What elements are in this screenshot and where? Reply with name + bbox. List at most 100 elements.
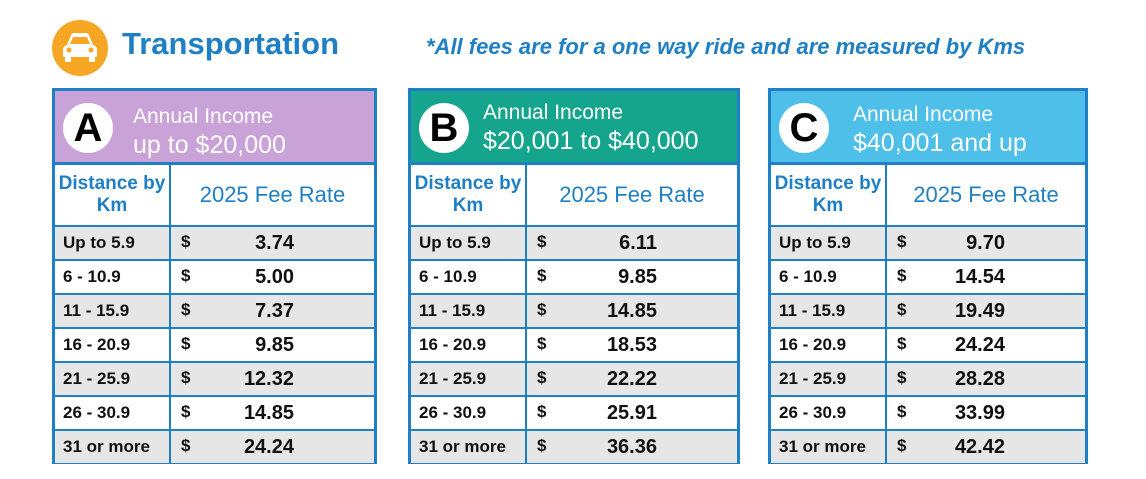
fee-value: 19.49 — [954, 300, 1005, 322]
page-title: Transportation — [122, 26, 340, 61]
fee-value: 18.53 — [606, 334, 657, 356]
fee-cell: $42.42 — [885, 429, 1085, 463]
fee-column-header: 2025 Fee Rate — [525, 165, 737, 227]
distance-cell: 11 - 15.9 — [411, 293, 527, 329]
tier-card-a: A Annual Income up to $20,000 Distance by K… — [52, 88, 377, 464]
distance-cell: 11 - 15.9 — [771, 293, 887, 329]
distance-cell: 26 - 30.9 — [771, 395, 887, 431]
fee-cell: $19.49 — [885, 293, 1085, 329]
table-row: 31 or more $24.24 — [55, 429, 374, 463]
fee-value: 28.28 — [954, 368, 1005, 390]
distance-cell: 16 - 20.9 — [55, 327, 171, 363]
table-row: 26 - 30.9 $14.85 — [55, 395, 374, 431]
table-row: 6 - 10.9 $5.00 — [55, 259, 374, 295]
table-header-row: Distance by Km 2025 Fee Rate — [55, 165, 374, 227]
fee-cell: $24.24 — [169, 429, 374, 463]
fee-cell: $33.99 — [885, 395, 1085, 431]
table-row: 21 - 25.9 $12.32 — [55, 361, 374, 397]
tier-income-label: Annual Income — [853, 103, 994, 126]
fee-value: 6.11 — [619, 232, 657, 254]
fee-column-header: 2025 Fee Rate — [169, 165, 374, 227]
fee-table-b: Distance by Km 2025 Fee Rate Up to 5.9 $6.1… — [411, 165, 737, 463]
currency-symbol: $ — [181, 232, 191, 251]
tier-letter: C — [779, 103, 829, 153]
fee-value: 14.54 — [954, 266, 1005, 288]
currency-symbol: $ — [181, 300, 191, 319]
fee-value: 3.74 — [255, 232, 294, 254]
table-row: 26 - 30.9 $33.99 — [771, 395, 1085, 431]
table-row: 6 - 10.9 $9.85 — [411, 259, 737, 295]
currency-symbol: $ — [897, 232, 907, 251]
tier-card-c: C Annual Income $40,001 and up Distance by … — [768, 88, 1088, 464]
fee-table-c: Distance by Km 2025 Fee Rate Up to 5.9 $9.7… — [771, 165, 1085, 463]
fee-value: 33.99 — [954, 402, 1005, 424]
fee-cell: $28.28 — [885, 361, 1085, 397]
fee-value: 25.91 — [606, 402, 657, 424]
currency-symbol: $ — [537, 436, 547, 455]
currency-symbol: $ — [897, 334, 907, 353]
table-row: Up to 5.9 $3.74 — [55, 225, 374, 261]
distance-cell: 31 or more — [55, 429, 171, 463]
fee-cell: $24.24 — [885, 327, 1085, 363]
table-row: Up to 5.9 $6.11 — [411, 225, 737, 261]
currency-symbol: $ — [181, 368, 191, 387]
fee-cell: $7.37 — [169, 293, 374, 329]
table-row: 6 - 10.9 $14.54 — [771, 259, 1085, 295]
currency-symbol: $ — [537, 300, 547, 319]
tier-income-label: Annual Income — [133, 105, 274, 128]
table-row: Up to 5.9 $9.70 — [771, 225, 1085, 261]
fee-cell: $3.74 — [169, 225, 374, 261]
fee-cell: $5.00 — [169, 259, 374, 295]
distance-cell: 6 - 10.9 — [771, 259, 887, 295]
fee-value: 9.70 — [966, 232, 1005, 254]
table-row: 16 - 20.9 $24.24 — [771, 327, 1085, 363]
currency-symbol: $ — [897, 436, 907, 455]
fee-cell: $12.32 — [169, 361, 374, 397]
fee-value: 14.85 — [243, 402, 294, 424]
distance-cell: 6 - 10.9 — [411, 259, 527, 295]
currency-symbol: $ — [181, 436, 191, 455]
distance-cell: 16 - 20.9 — [411, 327, 527, 363]
currency-symbol: $ — [537, 402, 547, 421]
currency-symbol: $ — [181, 334, 191, 353]
table-row: 11 - 15.9 $7.37 — [55, 293, 374, 329]
fee-table-a: Distance by Km 2025 Fee Rate Up to 5.9 $3.7… — [55, 165, 374, 463]
table-row: 31 or more $42.42 — [771, 429, 1085, 463]
car-icon — [52, 20, 108, 76]
tier-letter: B — [419, 103, 469, 153]
fee-cell: $25.91 — [525, 395, 737, 431]
currency-symbol: $ — [897, 300, 907, 319]
fee-value: 5.00 — [255, 266, 294, 288]
fee-cell: $22.22 — [525, 361, 737, 397]
table-row: 31 or more $36.36 — [411, 429, 737, 463]
table-header-row: Distance by Km 2025 Fee Rate — [771, 165, 1085, 227]
distance-cell: 16 - 20.9 — [771, 327, 887, 363]
currency-symbol: $ — [537, 232, 547, 251]
fee-cell: $18.53 — [525, 327, 737, 363]
currency-symbol: $ — [897, 266, 907, 285]
tier-income-range: $40,001 and up — [853, 129, 1027, 157]
fee-value: 12.32 — [243, 368, 294, 390]
page-header: Transportation *All fees are for a one w… — [52, 18, 1132, 76]
distance-cell: Up to 5.9 — [411, 225, 527, 261]
currency-symbol: $ — [537, 334, 547, 353]
table-row: 21 - 25.9 $28.28 — [771, 361, 1085, 397]
distance-column-header: Distance by Km — [771, 165, 887, 227]
tier-header-b: B Annual Income $20,001 to $40,000 — [411, 91, 737, 165]
table-row: 26 - 30.9 $25.91 — [411, 395, 737, 431]
table-row: 16 - 20.9 $9.85 — [55, 327, 374, 363]
tier-card-b: B Annual Income $20,001 to $40,000 Distance… — [408, 88, 740, 464]
fee-value: 22.22 — [606, 368, 657, 390]
fee-value: 14.85 — [606, 300, 657, 322]
fee-cell: $14.54 — [885, 259, 1085, 295]
distance-column-header: Distance by Km — [55, 165, 171, 227]
currency-symbol: $ — [537, 368, 547, 387]
distance-column-header: Distance by Km — [411, 165, 527, 227]
currency-symbol: $ — [897, 402, 907, 421]
fee-cell: $14.85 — [525, 293, 737, 329]
fee-note: *All fees are for a one way ride and are… — [426, 34, 1026, 59]
fee-cell: $14.85 — [169, 395, 374, 431]
fee-cell: $9.85 — [169, 327, 374, 363]
distance-cell: 21 - 25.9 — [55, 361, 171, 397]
table-row: 11 - 15.9 $14.85 — [411, 293, 737, 329]
